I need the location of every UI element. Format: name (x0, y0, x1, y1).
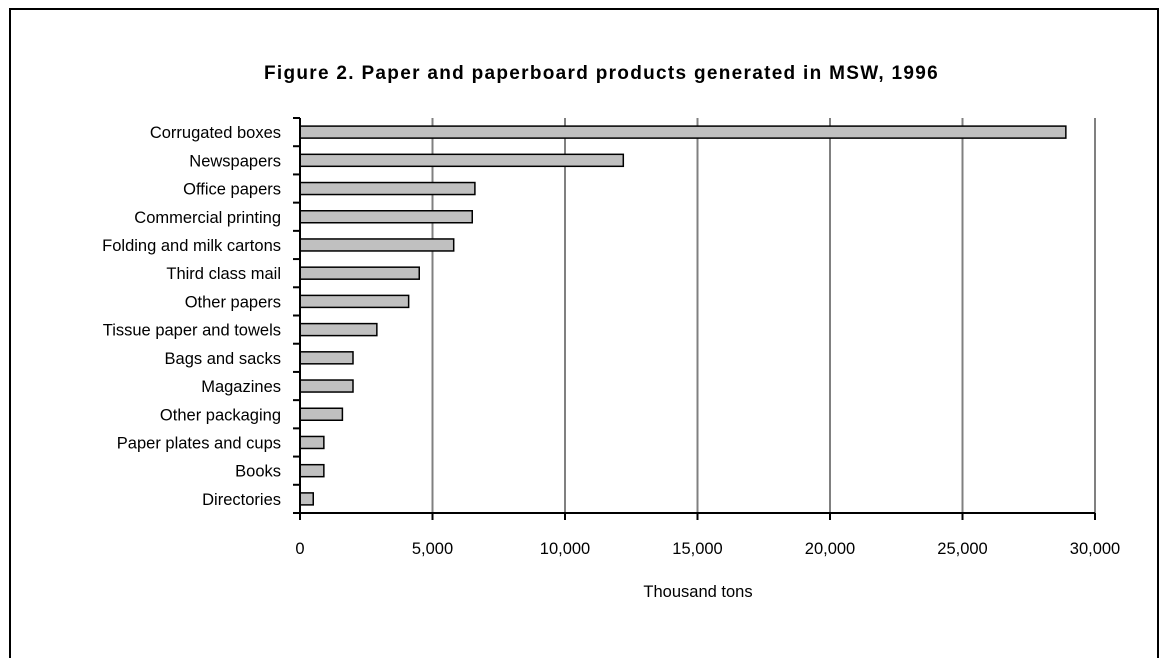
bar-10 (299, 407, 344, 421)
x-tick-label-3: 15,000 (672, 540, 722, 558)
bar-0 (299, 125, 1067, 139)
bar-1 (299, 153, 625, 168)
category-label-4: Folding and milk cartons (102, 237, 281, 255)
x-tick-label-4: 20,000 (805, 540, 855, 558)
category-label-0: Corrugated boxes (150, 124, 281, 142)
bar-7 (299, 322, 378, 337)
category-label-5: Third class mail (166, 265, 281, 283)
bar-2 (299, 181, 476, 196)
category-label-9: Magazines (201, 378, 281, 396)
bar-11 (299, 435, 325, 450)
x-tick-labels: 0 5,000 10,000 15,000 20,000 25,000 30,000 (295, 540, 1120, 558)
category-label-10: Other packaging (160, 406, 281, 424)
bar-8 (299, 351, 354, 365)
category-label-2: Office papers (183, 181, 281, 199)
gridlines (431, 118, 1096, 513)
bar-5 (299, 266, 420, 280)
chart-frame (9, 8, 1159, 658)
category-label-8: Bags and sacks (165, 350, 281, 368)
bars (299, 125, 1067, 506)
x-tick-label-1: 5,000 (412, 540, 453, 558)
category-label-11: Paper plates and cups (117, 434, 281, 452)
x-tick-label-5: 25,000 (937, 540, 987, 558)
category-label-7: Tissue paper and towels (103, 322, 281, 340)
category-label-13: Directories (202, 491, 281, 509)
bar-13 (299, 492, 314, 506)
bar-12 (299, 463, 325, 478)
bar-3 (299, 210, 473, 224)
chart-title: Figure 2. Paper and paperboard products … (264, 63, 939, 84)
bar-4 (299, 238, 455, 252)
category-label-6: Other papers (185, 293, 281, 311)
bar-6 (299, 294, 410, 309)
x-tick-label-6: 30,000 (1070, 540, 1120, 558)
category-labels: Corrugated boxes Newspapers Office papers C… (102, 124, 281, 509)
bar-9 (299, 379, 354, 393)
category-label-3: Commercial printing (134, 209, 281, 227)
axes (293, 117, 1096, 520)
x-axis-title: Thousand tons (643, 583, 752, 601)
x-tick-label-2: 10,000 (540, 540, 590, 558)
category-label-12: Books (235, 463, 281, 481)
category-label-1: Newspapers (189, 152, 281, 170)
x-tick-label-0: 0 (295, 540, 304, 558)
